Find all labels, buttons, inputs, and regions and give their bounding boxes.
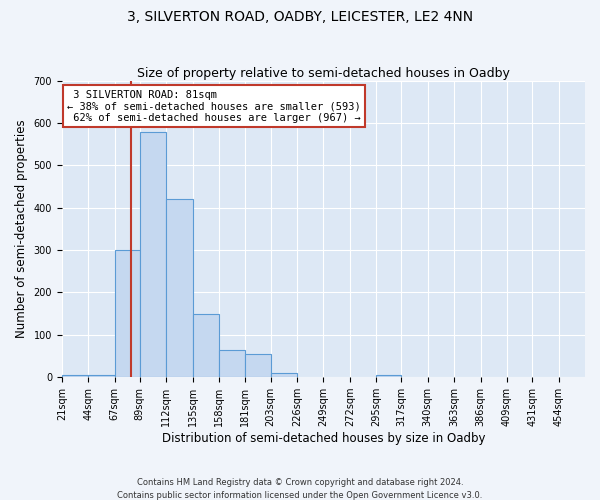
Bar bbox=[62, 375, 88, 377]
Bar bbox=[88, 375, 115, 377]
Bar bbox=[376, 375, 401, 377]
Bar bbox=[115, 250, 140, 377]
Bar bbox=[140, 132, 166, 377]
Bar bbox=[193, 314, 219, 377]
Title: Size of property relative to semi-detached houses in Oadby: Size of property relative to semi-detach… bbox=[137, 66, 510, 80]
Text: 3 SILVERTON ROAD: 81sqm
← 38% of semi-detached houses are smaller (593)
 62% of : 3 SILVERTON ROAD: 81sqm ← 38% of semi-de… bbox=[67, 90, 361, 123]
Bar bbox=[245, 354, 271, 377]
Y-axis label: Number of semi-detached properties: Number of semi-detached properties bbox=[15, 120, 28, 338]
Text: 3, SILVERTON ROAD, OADBY, LEICESTER, LE2 4NN: 3, SILVERTON ROAD, OADBY, LEICESTER, LE2… bbox=[127, 10, 473, 24]
Text: Contains HM Land Registry data © Crown copyright and database right 2024.
Contai: Contains HM Land Registry data © Crown c… bbox=[118, 478, 482, 500]
Bar bbox=[166, 200, 193, 377]
Bar bbox=[219, 350, 245, 377]
Bar bbox=[271, 373, 297, 377]
X-axis label: Distribution of semi-detached houses by size in Oadby: Distribution of semi-detached houses by … bbox=[161, 432, 485, 445]
